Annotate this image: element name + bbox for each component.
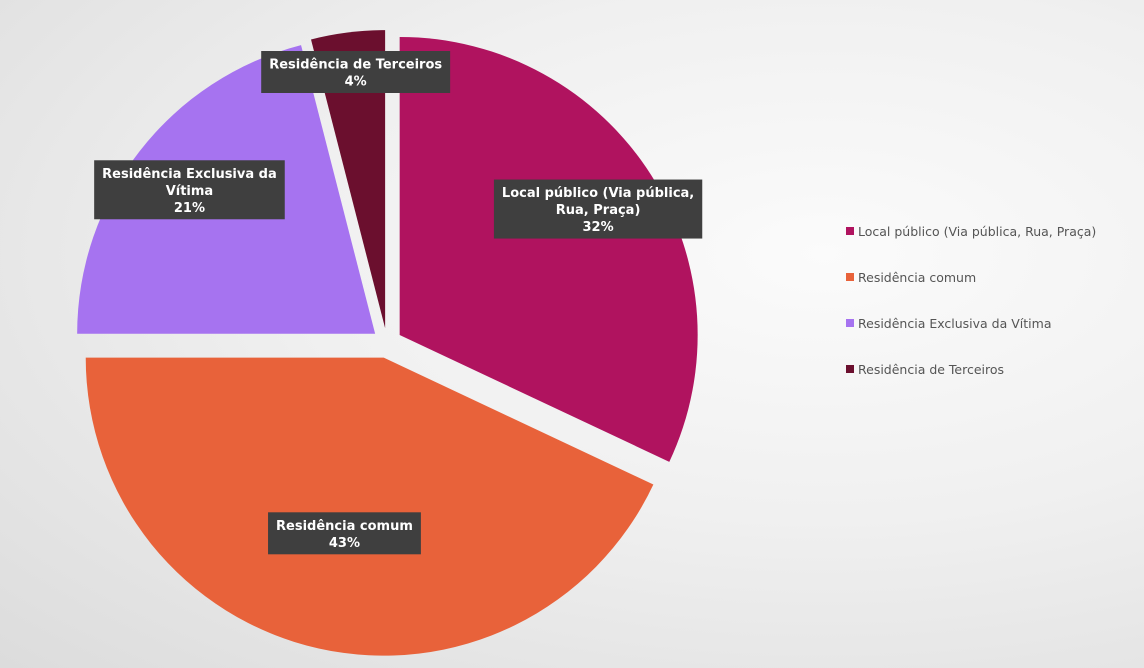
pie-slices bbox=[77, 30, 698, 656]
slice-local-publico[interactable] bbox=[399, 36, 698, 462]
legend-label: Local público (Via pública, Rua, Praça) bbox=[858, 223, 1097, 239]
legend-swatch bbox=[846, 227, 854, 235]
label-residencia-exclusiva: Residência Exclusiva da Vítima 21% bbox=[94, 160, 285, 220]
data-label-value: 21% bbox=[174, 201, 205, 216]
data-label-text: Residência Exclusiva da bbox=[102, 167, 277, 182]
legend-label: Residência Exclusiva da Vítima bbox=[858, 315, 1052, 331]
label-residencia-comum: Residência comum 43% bbox=[268, 512, 421, 555]
label-local-publico: Local público (Via pública, Rua, Praça) 32… bbox=[493, 179, 703, 239]
data-label-text: Residência comum bbox=[276, 519, 413, 534]
data-label-text: Local público (Via pública, bbox=[502, 186, 694, 201]
slice-residencia-comum[interactable] bbox=[85, 357, 654, 656]
legend-label: Residência comum bbox=[858, 269, 977, 285]
slice-residencia-terceiros[interactable] bbox=[311, 30, 386, 329]
legend-item-residencia-comum[interactable]: Residência comum bbox=[846, 266, 1142, 288]
legend-item-local-publico[interactable]: Local público (Via pública, Rua, Praça) bbox=[846, 220, 1142, 242]
legend-label: Residência de Terceiros bbox=[858, 361, 1005, 377]
chart-legend: Local público (Via pública, Rua, Praça) … bbox=[846, 220, 1142, 404]
legend-swatch bbox=[846, 365, 854, 373]
data-labels: Local público (Via pública, Rua, Praça) 32… bbox=[94, 51, 703, 555]
data-label-text: Rua, Praça) bbox=[556, 203, 641, 218]
data-label-value: 32% bbox=[583, 220, 614, 235]
data-label-value: 4% bbox=[345, 75, 367, 90]
data-label-value: 43% bbox=[329, 536, 360, 551]
data-label-text: Residência de Terceiros bbox=[269, 58, 442, 73]
label-residencia-terceiros: Residência de Terceiros 4% bbox=[261, 51, 451, 93]
legend-item-residencia-exclusiva[interactable]: Residência Exclusiva da Vítima bbox=[846, 312, 1142, 334]
legend-swatch bbox=[846, 273, 854, 281]
legend-swatch bbox=[846, 319, 854, 327]
data-label-text: Vítima bbox=[166, 184, 214, 199]
legend-item-residencia-terceiros[interactable]: Residência de Terceiros bbox=[846, 358, 1142, 380]
